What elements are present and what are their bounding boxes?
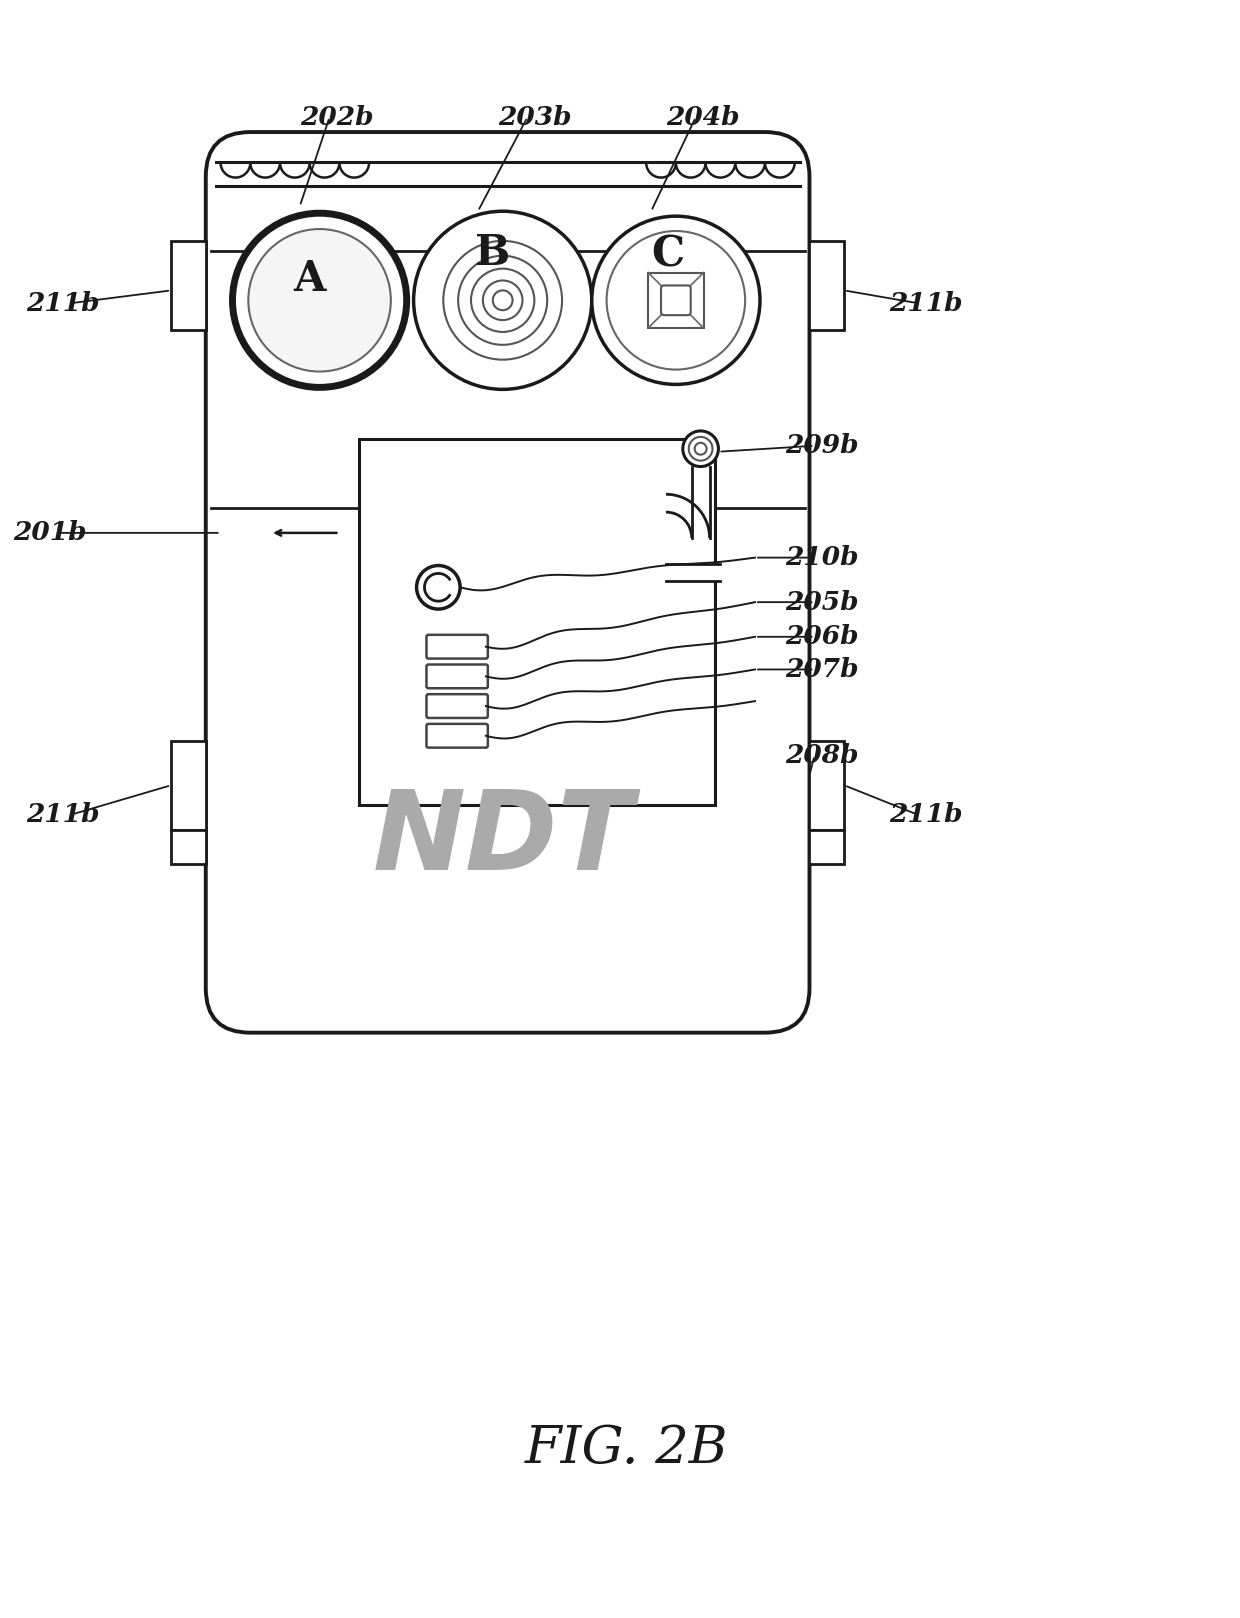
Circle shape — [683, 430, 718, 466]
Circle shape — [591, 217, 760, 385]
Text: 201b: 201b — [14, 521, 87, 545]
Text: C: C — [651, 233, 684, 275]
Bar — [810, 241, 844, 330]
FancyBboxPatch shape — [661, 285, 691, 316]
Circle shape — [417, 566, 460, 608]
Text: NDT: NDT — [372, 786, 634, 893]
Text: 206b: 206b — [785, 625, 858, 649]
Text: 211b: 211b — [26, 291, 100, 316]
FancyBboxPatch shape — [427, 723, 487, 748]
Text: FIG. 2B: FIG. 2B — [525, 1422, 728, 1474]
Text: 208b: 208b — [785, 743, 858, 769]
FancyBboxPatch shape — [427, 634, 487, 659]
Circle shape — [232, 214, 407, 387]
Bar — [171, 830, 206, 864]
Text: A: A — [294, 257, 326, 299]
Text: 211b: 211b — [889, 291, 962, 316]
Text: 207b: 207b — [785, 657, 858, 681]
Text: 202b: 202b — [300, 105, 373, 129]
Circle shape — [414, 212, 591, 390]
Bar — [171, 241, 206, 330]
Bar — [810, 830, 844, 864]
Text: 204b: 204b — [666, 105, 739, 129]
Circle shape — [248, 230, 391, 372]
Text: 209b: 209b — [785, 434, 858, 458]
Bar — [810, 741, 844, 830]
FancyBboxPatch shape — [206, 133, 810, 1032]
Text: 211b: 211b — [889, 803, 962, 827]
Bar — [360, 438, 715, 806]
Text: 205b: 205b — [785, 589, 858, 615]
Bar — [666, 563, 720, 581]
Bar — [171, 741, 206, 830]
Text: B: B — [475, 231, 511, 273]
FancyBboxPatch shape — [427, 694, 487, 718]
Text: 210b: 210b — [785, 545, 858, 570]
Text: 211b: 211b — [26, 803, 100, 827]
Bar — [649, 272, 703, 328]
FancyBboxPatch shape — [427, 665, 487, 688]
Text: 203b: 203b — [497, 105, 572, 129]
Bar — [692, 466, 709, 537]
